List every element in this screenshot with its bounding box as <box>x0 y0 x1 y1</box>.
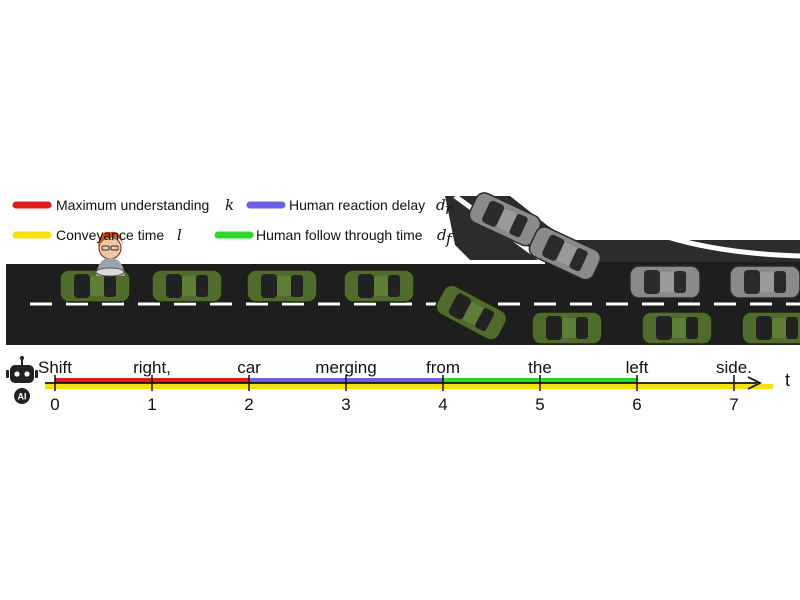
car-gray-4 <box>729 265 800 299</box>
legend-label-dr: Human reaction delay <box>289 197 425 213</box>
driver-icon <box>95 231 125 277</box>
robot-badge: AI <box>18 392 27 402</box>
legend-subscript-dr: r <box>445 200 453 218</box>
timeline-tick-label: 1 <box>147 395 156 414</box>
timeline-ticks <box>54 375 735 391</box>
legend-subscript-df: f <box>445 230 454 248</box>
legend-symbol-df: d <box>437 226 447 244</box>
ramp-edge <box>583 193 800 259</box>
timeline-tick-label: 4 <box>438 395 447 414</box>
timeline-word: left <box>626 358 649 377</box>
timeline-tick-label: 5 <box>535 395 544 414</box>
timeline-word: right, <box>133 358 171 377</box>
timeline-word: Shift <box>38 358 72 377</box>
timeline: t Shift right, car merging from the left side. … <box>38 358 790 414</box>
timeline-word: merging <box>315 358 376 377</box>
road-scene <box>6 189 800 349</box>
timeline-word: side. <box>716 358 752 377</box>
timeline-words: Shift right, car merging from the left side. <box>38 358 752 377</box>
timeline-tick-label: 0 <box>50 395 59 414</box>
timeline-word: car <box>237 358 261 377</box>
ramp-lane-marks <box>539 212 591 238</box>
legend-item-df: Human follow through time d f <box>214 226 454 248</box>
legend-symbol-dr: d <box>436 196 446 214</box>
legend-label-df: Human follow through time <box>256 227 423 243</box>
robot-icon: AI <box>6 356 38 404</box>
timeline-tick-label: 2 <box>244 395 253 414</box>
legend-item-k: Maximum understanding k <box>12 196 234 214</box>
car-green-5 <box>531 311 603 345</box>
legend-item-dr: Human reaction delay d r <box>246 196 453 218</box>
car-green-3 <box>246 269 318 303</box>
legend-symbol-l: l <box>177 226 182 244</box>
timeline-tick-label: 6 <box>632 395 641 414</box>
car-green-6 <box>641 311 713 345</box>
legend-label-k: Maximum understanding <box>56 197 209 213</box>
legend-label-l: Conveyance time <box>56 227 164 243</box>
timeline-axis-label: t <box>785 370 790 390</box>
timeline-tick-label: 7 <box>729 395 738 414</box>
timeline-segment-l <box>45 384 773 389</box>
legend-symbol-k: k <box>225 196 234 214</box>
car-green-2 <box>151 269 223 303</box>
legend: Maximum understanding k Human reaction d… <box>12 196 454 248</box>
car-green-4 <box>343 269 415 303</box>
legend-item-l: Conveyance time l <box>12 226 182 244</box>
timeline-word: from <box>426 358 460 377</box>
car-green-7 <box>741 311 800 345</box>
timeline-arrowhead <box>747 376 763 390</box>
car-gray-3 <box>629 265 701 299</box>
timeline-tick-labels: 0 1 2 3 4 5 6 7 <box>50 395 738 414</box>
timeline-tick-label: 3 <box>341 395 350 414</box>
timeline-word: the <box>528 358 552 377</box>
